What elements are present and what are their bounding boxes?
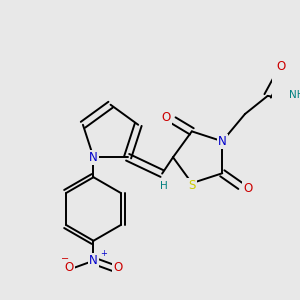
Text: −: − (61, 254, 69, 264)
Text: O: O (113, 262, 123, 275)
Text: N: N (89, 151, 98, 164)
Text: NH: NH (289, 90, 300, 100)
Text: H: H (160, 181, 168, 191)
Text: O: O (277, 60, 286, 73)
Text: O: O (162, 111, 171, 124)
Text: O: O (243, 182, 252, 195)
Text: S: S (188, 179, 196, 192)
Text: O: O (64, 262, 74, 275)
Text: N: N (89, 254, 98, 267)
Text: +: + (100, 249, 107, 258)
Text: N: N (218, 135, 226, 148)
